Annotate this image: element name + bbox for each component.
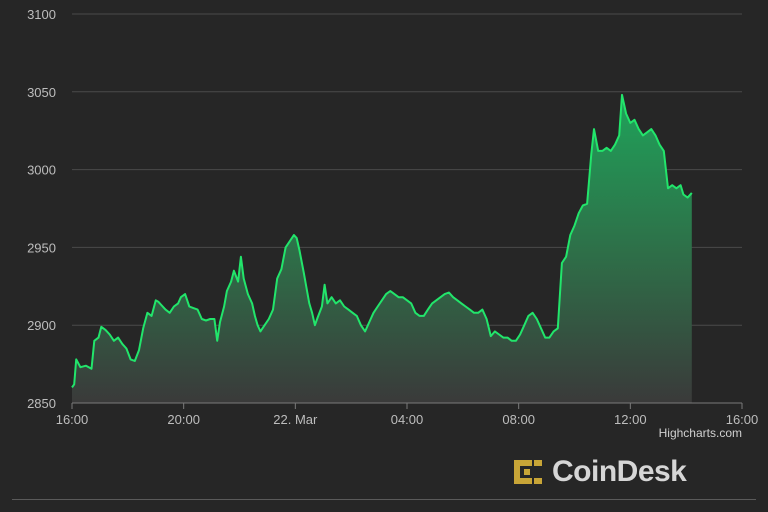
coindesk-logo-icon [514,460,542,484]
coindesk-logo-text: CoinDesk [552,455,687,488]
coindesk-logo: CoinDesk [510,452,687,492]
y-tick-label: 3100 [27,7,56,22]
price-chart: 2850 2900 2950 3000 3050 3100 16:00 20:00 22. M… [27,7,759,427]
x-axis: 16:00 20:00 22. Mar 04:00 08:00 12:00 16:00 [56,403,759,427]
y-tick-label: 3000 [27,163,56,178]
x-tick-label: 12:00 [614,412,647,427]
y-tick-label: 3050 [27,85,56,100]
x-tick-label: 16:00 [56,412,89,427]
chart-credit[interactable]: Highcharts.com [658,426,742,440]
x-tick-label: 08:00 [502,412,535,427]
x-tick-label: 20:00 [167,412,200,427]
x-tick-label: 16:00 [726,412,759,427]
y-tick-label: 2850 [27,396,56,411]
bottom-divider [12,499,756,500]
y-tick-label: 2950 [27,240,56,255]
series-area [72,94,692,404]
x-tick-label: 22. Mar [273,412,318,427]
series-line [71,93,693,388]
x-tick-label: 04:00 [391,412,424,427]
y-tick-label: 2900 [27,318,56,333]
y-axis: 2850 2900 2950 3000 3050 3100 [27,7,56,411]
